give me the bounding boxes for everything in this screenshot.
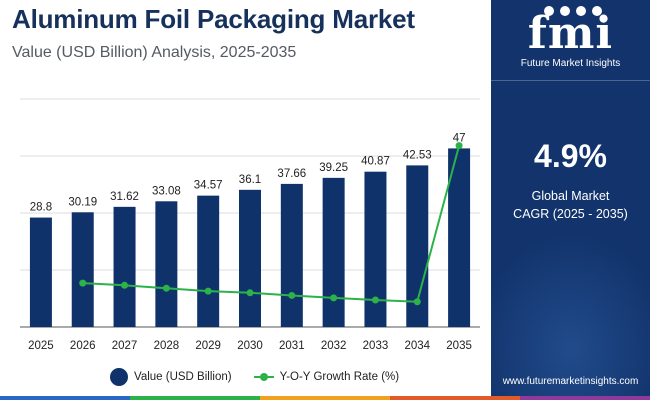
logo-subtitle: Future Market Insights <box>520 58 621 69</box>
chart-svg: 28.8 30.19 31.62 33.08 34.57 36.1 37.66 39.25 40… <box>20 98 480 352</box>
bottom-bar-segment <box>520 396 650 400</box>
x-tick-2031: 2031 <box>279 340 305 352</box>
chart-area: 28.8 30.19 31.62 33.08 34.57 36.1 37.66 39.25 40… <box>20 98 480 352</box>
x-tick-2025: 2025 <box>28 340 54 352</box>
page-subtitle: Value (USD Billion) Analysis, 2025-2035 <box>12 44 297 61</box>
growth-point-2034 <box>413 298 421 306</box>
logo-icons <box>544 6 602 16</box>
growth-point-2031 <box>288 291 296 299</box>
bar-label-2034: 42.53 <box>403 149 432 161</box>
bar-2034 <box>406 165 429 327</box>
logo-icon-2 <box>560 6 570 16</box>
cagr-label-line2: CAGR (2025 - 2035) <box>513 207 628 221</box>
bar-label-2033: 40.87 <box>361 156 390 168</box>
bar-2025 <box>29 217 52 327</box>
x-tick-2035: 2035 <box>446 340 472 352</box>
bar-label-2035: 47 <box>453 132 466 144</box>
growth-point-2030 <box>246 289 254 297</box>
growth-point-2035 <box>455 142 463 150</box>
bar-label-2030: 36.1 <box>239 174 261 186</box>
page-title: Aluminum Foil Packaging Market <box>12 4 415 34</box>
legend-line-swatch <box>253 371 274 383</box>
bar-2027 <box>113 206 136 327</box>
logo-icon-4 <box>592 6 602 16</box>
bar-2026 <box>71 212 94 327</box>
x-tick-2028: 2028 <box>154 340 180 352</box>
x-tick-2027: 2027 <box>112 340 138 352</box>
legend-growth-label: Y-O-Y Growth Rate (%) <box>279 371 400 383</box>
x-tick-2033: 2033 <box>363 340 389 352</box>
x-tick-2032: 2032 <box>321 340 347 352</box>
legend-item-growth: Y-O-Y Growth Rate (%) <box>253 371 400 383</box>
legend-item-value: Value (USD Billion) <box>110 368 232 386</box>
growth-line <box>82 145 461 303</box>
logo-icon-1 <box>544 6 554 16</box>
bar-label-2032: 39.25 <box>319 162 348 174</box>
website-link[interactable]: www.futuremarketinsights.com <box>502 376 639 387</box>
bar-2035 <box>448 148 471 327</box>
logo: fmi <box>527 8 614 59</box>
chart-legend: Value (USD Billion) Y-O-Y Growth Rate (%… <box>110 368 421 386</box>
cagr-label: Global Market CAGR (2025 - 2035) <box>491 187 650 223</box>
growth-point-2028 <box>162 284 170 292</box>
growth-point-2027 <box>121 281 129 289</box>
bar-2033 <box>364 171 387 327</box>
logo-icon-3 <box>576 6 586 16</box>
bottom-bar-segment <box>260 396 390 400</box>
bottom-bar-segment <box>130 396 260 400</box>
side-panel-glow <box>491 230 650 400</box>
bar-2028 <box>155 201 178 327</box>
x-tick-2030: 2030 <box>237 340 263 352</box>
bottom-bar-segment <box>390 396 520 400</box>
bar-label-2031: 37.66 <box>277 168 306 180</box>
bar-2030 <box>239 189 261 327</box>
bottom-bar-segment <box>0 396 130 400</box>
bar-label-2027: 31.62 <box>110 191 139 203</box>
x-tick-2034: 2034 <box>404 340 430 352</box>
cagr-label-line1: Global Market <box>531 189 610 203</box>
bar-label-2029: 34.57 <box>194 180 223 192</box>
growth-point-2026 <box>79 279 87 287</box>
side-panel-divider <box>491 80 650 81</box>
legend-bar-swatch <box>110 368 128 386</box>
cagr-value: 4.9% <box>534 138 607 174</box>
bar-2032 <box>322 177 345 327</box>
bar-label-2025: 28.8 <box>30 202 52 214</box>
x-tick-2029: 2029 <box>195 340 221 352</box>
bar-2031 <box>280 183 303 327</box>
growth-point-2032 <box>330 294 338 302</box>
growth-point-2029 <box>204 287 212 295</box>
bar-2029 <box>197 195 220 327</box>
bottom-color-bar <box>0 396 650 400</box>
bar-label-2028: 33.08 <box>152 185 181 197</box>
growth-point-2033 <box>371 296 379 304</box>
side-panel: fmi Future Market Insights 4.9% Global M… <box>491 0 650 400</box>
x-tick-2026: 2026 <box>70 340 96 352</box>
bar-label-2026: 30.19 <box>68 196 97 208</box>
legend-value-label: Value (USD Billion) <box>134 371 232 383</box>
